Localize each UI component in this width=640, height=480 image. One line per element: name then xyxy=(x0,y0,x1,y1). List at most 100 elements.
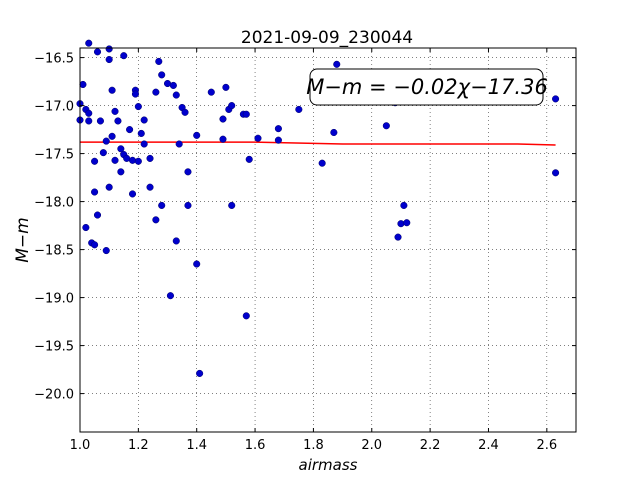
data-point xyxy=(108,86,116,94)
data-point xyxy=(117,168,125,176)
x-tick-label: 2.0 xyxy=(361,438,382,453)
data-point xyxy=(219,115,227,123)
data-point xyxy=(91,188,99,196)
data-point xyxy=(146,154,154,162)
scatter-series xyxy=(76,39,560,377)
data-point xyxy=(131,90,139,98)
data-point xyxy=(295,105,303,113)
data-point xyxy=(333,60,341,68)
data-point xyxy=(152,216,160,224)
x-tick-label: 1.6 xyxy=(245,438,266,453)
data-point xyxy=(175,140,183,148)
x-tick-label: 1.2 xyxy=(128,438,149,453)
data-point xyxy=(126,126,134,134)
data-point xyxy=(102,247,110,255)
data-point xyxy=(105,183,113,191)
y-tick-label: −18.0 xyxy=(34,196,74,211)
data-point xyxy=(85,39,93,47)
data-point xyxy=(105,55,113,64)
data-point xyxy=(166,292,174,300)
data-point xyxy=(397,220,405,228)
x-tick-label: 1.8 xyxy=(303,438,324,453)
data-point xyxy=(91,157,99,165)
data-point xyxy=(242,110,250,118)
plot-frame xyxy=(79,47,577,433)
x-tick-label: 2.6 xyxy=(536,438,557,453)
data-point xyxy=(228,201,236,209)
chart-title: 2021-09-09_230044 xyxy=(241,28,413,48)
data-point xyxy=(111,156,119,164)
data-point xyxy=(93,211,102,219)
data-point xyxy=(207,88,215,96)
data-point xyxy=(184,168,192,176)
data-point xyxy=(181,108,189,116)
data-point xyxy=(117,145,125,153)
data-point xyxy=(152,88,160,96)
data-point xyxy=(128,190,137,198)
x-axis-label: airmass xyxy=(299,456,358,474)
axis-ticks xyxy=(79,48,576,432)
data-point xyxy=(274,125,282,133)
data-point xyxy=(193,131,201,139)
data-point xyxy=(128,156,137,164)
data-point xyxy=(245,155,253,163)
data-point xyxy=(137,129,145,137)
y-axis-label: M−m xyxy=(13,217,33,262)
data-point xyxy=(172,237,180,245)
data-point xyxy=(254,134,262,142)
y-tick-label: −19.5 xyxy=(34,340,74,355)
data-point xyxy=(85,117,93,125)
x-tick-label: 1.0 xyxy=(70,438,91,453)
y-tick-label: −16.5 xyxy=(34,52,74,67)
data-point xyxy=(155,57,163,65)
data-point xyxy=(274,136,282,144)
data-point xyxy=(146,183,154,191)
gridlines xyxy=(79,48,576,432)
data-point xyxy=(91,241,99,249)
data-point xyxy=(318,159,326,167)
data-point xyxy=(134,157,142,165)
y-tick-label: −19.0 xyxy=(34,292,74,307)
data-point xyxy=(382,122,390,130)
data-point xyxy=(79,80,87,89)
data-point xyxy=(120,52,128,60)
data-point xyxy=(140,116,148,124)
x-tick-label: 1.4 xyxy=(186,438,207,453)
fit-line-series xyxy=(80,141,556,146)
data-point xyxy=(114,117,122,125)
data-point xyxy=(93,48,102,56)
x-tick-label: 2.2 xyxy=(420,438,441,453)
data-point xyxy=(222,83,230,91)
data-point xyxy=(108,132,116,140)
data-point xyxy=(96,117,104,125)
data-point xyxy=(552,95,560,103)
data-point xyxy=(403,219,411,227)
data-point xyxy=(158,71,166,79)
data-point xyxy=(196,369,204,377)
y-tick-labels: −16.5 −17.0 −17.5 −18.0 −18.5 −19.0 −19.5 −20.0 xyxy=(34,52,74,403)
data-point xyxy=(102,137,110,145)
data-point xyxy=(400,201,408,209)
data-point xyxy=(394,233,402,241)
data-point xyxy=(242,312,250,320)
data-point xyxy=(82,223,90,232)
data-point xyxy=(134,103,142,111)
fit-line xyxy=(80,141,556,146)
data-point xyxy=(105,45,113,53)
data-point xyxy=(111,107,119,115)
data-point xyxy=(184,201,192,209)
y-tick-label: −17.0 xyxy=(34,100,74,115)
x-tick-labels: 1.0 1.2 1.4 1.6 1.8 2.0 2.2 2.4 2.6 xyxy=(70,438,558,453)
x-tick-label: 2.4 xyxy=(478,438,499,453)
data-point xyxy=(330,128,338,137)
data-point xyxy=(228,102,236,110)
data-point xyxy=(552,169,560,177)
data-point xyxy=(172,91,180,99)
data-point xyxy=(99,149,107,157)
y-tick-label: −18.5 xyxy=(34,244,74,259)
fit-annotation-box: M−m = −0.02χ−17.36 xyxy=(306,68,548,106)
data-point xyxy=(140,140,148,148)
fit-annotation: M−m = −0.02χ−17.36 xyxy=(306,75,548,99)
data-point xyxy=(158,201,166,209)
